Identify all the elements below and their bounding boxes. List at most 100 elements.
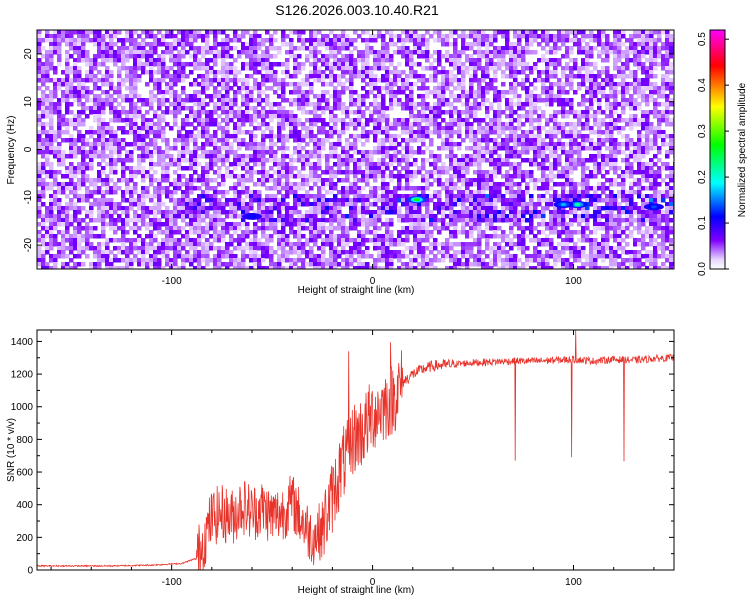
heatmap-cell bbox=[309, 194, 314, 199]
heatmap-cell bbox=[489, 66, 494, 71]
heatmap-cell bbox=[241, 46, 246, 51]
heatmap-cell bbox=[249, 46, 254, 51]
heatmap-cell bbox=[273, 154, 278, 159]
heatmap-cell bbox=[157, 154, 162, 159]
heatmap-cell bbox=[137, 58, 142, 63]
heatmap-cell bbox=[465, 246, 470, 251]
heatmap-cell bbox=[465, 42, 470, 47]
heatmap-cell bbox=[449, 138, 454, 143]
heatmap-cell bbox=[209, 186, 214, 191]
heatmap-cell bbox=[253, 34, 258, 39]
heatmap-cell bbox=[81, 170, 86, 175]
heatmap-cell bbox=[133, 74, 138, 79]
heatmap-cell bbox=[209, 162, 214, 167]
heatmap-cell bbox=[409, 258, 414, 263]
heatmap-cell bbox=[57, 246, 62, 251]
heatmap-cell bbox=[281, 238, 286, 243]
heatmap-cell bbox=[157, 150, 162, 155]
heatmap-cell bbox=[325, 170, 330, 175]
heatmap-cell bbox=[57, 62, 62, 67]
heatmap-cell bbox=[125, 230, 130, 235]
heatmap-cell bbox=[65, 70, 70, 75]
heatmap-cell bbox=[305, 142, 310, 147]
heatmap-cell bbox=[441, 42, 446, 47]
heatmap-cell bbox=[337, 198, 342, 203]
heatmap-cell bbox=[101, 178, 106, 183]
heatmap-cell bbox=[253, 134, 258, 139]
heatmap-cell bbox=[269, 154, 274, 159]
heatmap-cell bbox=[121, 222, 126, 227]
heatmap-cell bbox=[493, 246, 498, 251]
heatmap-cell bbox=[289, 114, 294, 119]
heatmap-cell bbox=[413, 70, 418, 75]
heatmap-cell bbox=[177, 126, 182, 131]
heatmap-cell bbox=[313, 230, 318, 235]
heatmap-cell bbox=[381, 142, 386, 147]
heatmap-cell bbox=[457, 198, 462, 203]
heatmap-cell bbox=[149, 222, 154, 227]
heatmap-cell bbox=[305, 226, 310, 231]
heatmap-cell bbox=[65, 246, 70, 251]
heatmap-cell bbox=[93, 178, 98, 183]
heatmap-cell bbox=[321, 218, 326, 223]
heatmap-cell bbox=[313, 70, 318, 75]
heatmap-cell bbox=[185, 214, 190, 219]
heatmap-cell bbox=[193, 98, 198, 103]
heatmap-cell bbox=[293, 66, 298, 71]
heatmap-cell bbox=[201, 142, 206, 147]
heatmap-cell bbox=[205, 154, 210, 159]
heatmap-cell bbox=[381, 42, 386, 47]
heatmap-cell bbox=[285, 166, 290, 171]
heatmap-cell bbox=[441, 34, 446, 39]
heatmap-cell bbox=[469, 234, 474, 239]
heatmap-cell bbox=[113, 202, 118, 207]
heatmap-cell bbox=[221, 50, 226, 55]
heatmap-cell bbox=[309, 90, 314, 95]
heatmap-cell bbox=[161, 186, 166, 191]
heatmap-cell bbox=[49, 174, 54, 179]
heatmap-cell bbox=[45, 170, 50, 175]
heatmap-cell bbox=[117, 146, 122, 151]
heatmap-cell bbox=[457, 82, 462, 87]
heatmap-cell bbox=[233, 134, 238, 139]
heatmap-cell bbox=[349, 110, 354, 115]
heatmap-cell bbox=[293, 114, 298, 119]
heatmap-cell bbox=[257, 246, 262, 251]
heatmap-cell bbox=[185, 118, 190, 123]
heatmap-cell bbox=[433, 170, 438, 175]
heatmap-cell bbox=[477, 66, 482, 71]
heatmap-cell bbox=[337, 58, 342, 63]
heatmap-cell bbox=[425, 94, 430, 99]
heatmap-cell bbox=[209, 234, 214, 239]
heatmap-cell bbox=[393, 90, 398, 95]
heatmap-cell bbox=[65, 138, 70, 143]
heatmap-cell bbox=[465, 46, 470, 51]
heatmap-cell bbox=[193, 218, 198, 223]
heatmap-cell bbox=[121, 126, 126, 131]
heatmap-cell bbox=[225, 98, 230, 103]
heatmap-cell bbox=[329, 174, 334, 179]
heatmap-cell bbox=[373, 266, 378, 269]
heatmap-cell bbox=[65, 86, 70, 91]
heatmap-cell bbox=[197, 234, 202, 239]
heatmap-cell bbox=[401, 50, 406, 55]
heatmap-cell bbox=[113, 170, 118, 175]
heatmap-cell bbox=[441, 210, 446, 215]
heatmap-cell bbox=[149, 90, 154, 95]
heatmap-cell bbox=[149, 122, 154, 127]
heatmap-cell bbox=[37, 250, 42, 255]
heatmap-cell bbox=[393, 194, 398, 199]
heatmap-cell bbox=[473, 134, 478, 139]
heatmap-cell bbox=[117, 46, 122, 51]
heatmap-cell bbox=[161, 98, 166, 103]
heatmap-cell bbox=[201, 154, 206, 159]
heatmap-cell bbox=[41, 78, 46, 83]
heatmap-cell bbox=[105, 242, 110, 247]
heatmap-cell bbox=[381, 170, 386, 175]
heatmap-cell bbox=[105, 122, 110, 127]
heatmap-cell bbox=[201, 150, 206, 155]
heatmap-cell bbox=[493, 174, 498, 179]
heatmap-cell bbox=[93, 106, 98, 111]
heatmap-cell bbox=[229, 206, 234, 211]
heatmap-cell bbox=[281, 170, 286, 175]
